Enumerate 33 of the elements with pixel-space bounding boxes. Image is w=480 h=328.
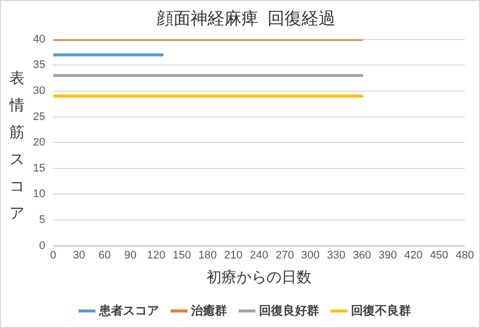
x-tick-label: 150 (172, 249, 192, 262)
x-tick-label: 360 (352, 249, 372, 262)
y-tick-label: 35 (32, 59, 46, 72)
x-tick-label: 90 (124, 249, 137, 262)
x-tick-label: 300 (301, 249, 320, 262)
y-tick-label: 5 (39, 214, 46, 226)
x-tick-label: 120 (146, 249, 166, 262)
x-tick-label: 270 (276, 249, 294, 262)
x-tick-label: 330 (327, 249, 346, 262)
x-tick-label: 390 (378, 249, 397, 262)
y-tick-label: 25 (32, 110, 46, 123)
x-axis-title: 初療からの日数 (206, 269, 312, 286)
x-tick-label: 450 (430, 249, 448, 262)
x-tick-label: 240 (250, 249, 268, 262)
x-tick-label: 420 (404, 249, 423, 262)
x-tick-label: 180 (198, 249, 217, 262)
legend-label: 治癒群 (190, 303, 227, 318)
y-tick-label: 30 (32, 85, 46, 98)
x-tick-label: 0 (50, 249, 56, 262)
y-tick-label: 0 (39, 240, 46, 252)
y-axis-title: 表情筋スコア (8, 68, 26, 224)
x-tick-label: 480 (456, 249, 474, 262)
legend-label: 患者スコア (98, 303, 159, 318)
chart-title: 顔面神経麻痺 回復経過 (156, 8, 336, 28)
x-tick-label: 30 (72, 249, 86, 262)
y-tick-label: 20 (32, 136, 46, 149)
y-tick-label: 40 (32, 33, 46, 46)
y-tick-label: 10 (32, 188, 46, 200)
x-tick-label: 60 (98, 249, 111, 262)
legend-label: 回復良好群 (259, 303, 319, 318)
y-tick-label: 15 (32, 162, 46, 174)
x-tick-label: 210 (224, 249, 242, 262)
legend-label: 回復不良群 (351, 303, 411, 318)
